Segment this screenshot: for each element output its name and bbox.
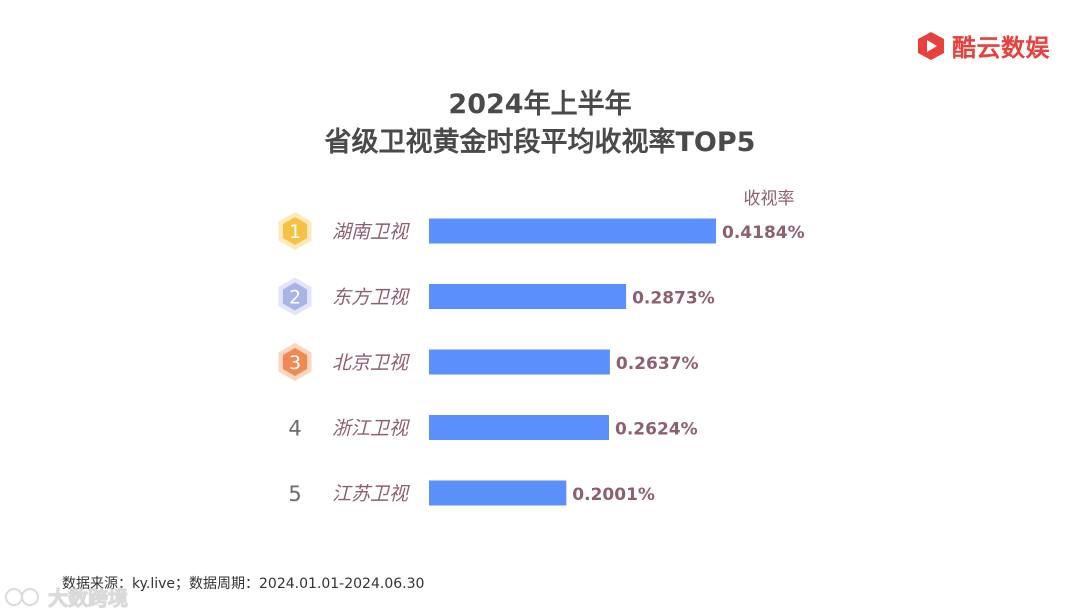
category-label: 北京卫视 (332, 352, 410, 374)
category-label: 江苏卫视 (332, 483, 410, 505)
brand-logo-icon (918, 31, 944, 60)
value-label: 0.4184% (722, 223, 805, 243)
chart-rows: 1 湖南卫视 0.4184% 2 东方卫视 0.2873% 3 北京卫视 0.2637% 4 浙江卫… (278, 212, 805, 506)
bar (429, 218, 716, 244)
value-label: 0.2637% (616, 354, 699, 374)
category-label: 东方卫视 (332, 287, 410, 309)
watermark: 大数跨境 (4, 582, 129, 611)
rank-number: 5 (288, 482, 301, 506)
rank-badge (282, 217, 308, 245)
chart-title-line1: 2024年上半年 (448, 89, 632, 120)
value-label: 0.2001% (572, 485, 655, 505)
bar (429, 480, 567, 506)
category-label: 湖南卫视 (332, 221, 410, 243)
watermark-text: 大数跨境 (48, 586, 129, 611)
category-label: 浙江卫视 (332, 418, 410, 440)
bar (429, 349, 610, 375)
brand-logo: 酷云数娱 (916, 28, 1050, 63)
value-label: 0.2624% (615, 420, 698, 440)
value-column-header: 收视率 (744, 189, 795, 209)
bar (429, 284, 627, 309)
brand-name: 酷云数娱 (952, 34, 1050, 62)
rank-number: 3 (289, 352, 301, 374)
chart-title-line2: 省级卫视黄金时段平均收视率TOP5 (324, 127, 756, 158)
rank-badge (282, 282, 308, 311)
rank-badge (282, 348, 308, 376)
rank-number: 2 (289, 287, 301, 309)
rank-number: 4 (288, 417, 301, 441)
watermark-icon (5, 587, 39, 606)
value-label: 0.2873% (632, 289, 715, 309)
bar (429, 415, 609, 440)
data-source-note: 数据来源：ky.live；数据周期：2024.01.01-2024.06.30 (62, 576, 425, 592)
rank-number: 1 (289, 221, 301, 243)
